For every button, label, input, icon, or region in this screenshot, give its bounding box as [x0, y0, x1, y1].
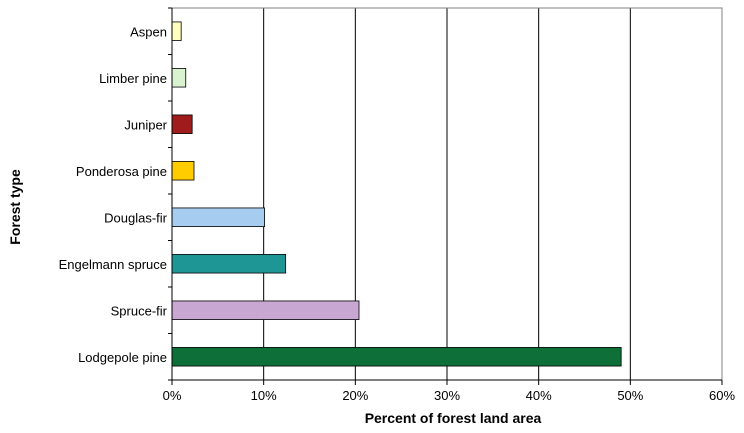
x-tick-label: 50% [617, 388, 643, 403]
x-tick-label: 10% [251, 388, 277, 403]
category-label: Spruce-fir [111, 303, 168, 318]
x-tick-label: 20% [342, 388, 368, 403]
bar [171, 21, 182, 41]
y-axis-title: Forest type [7, 169, 23, 245]
bars [171, 21, 622, 367]
x-axis-title: Percent of forest land area [365, 410, 542, 426]
category-label: Aspen [130, 24, 167, 39]
tick-labels: 0% 10% 20% 30% 40% 50% 60% [163, 388, 736, 403]
category-label: Lodgepole pine [78, 350, 167, 365]
axes [168, 7, 723, 385]
x-tick-label: 30% [434, 388, 460, 403]
category-labels: Aspen Limber pine Juniper Ponderosa pine Dou… [59, 24, 168, 365]
x-tick-label: 60% [709, 388, 735, 403]
bar [171, 300, 360, 320]
x-tick-label: 40% [526, 388, 552, 403]
grid-lines [263, 8, 723, 380]
bar [171, 207, 265, 227]
category-label: Engelmann spruce [59, 257, 167, 272]
bar [171, 68, 187, 88]
bar [171, 114, 193, 134]
category-label: Limber pine [99, 71, 167, 86]
category-label: Ponderosa pine [76, 164, 167, 179]
category-label: Douglas-fir [104, 210, 168, 225]
category-label: Juniper [124, 117, 167, 132]
bar [171, 347, 622, 367]
bar [171, 254, 287, 274]
x-tick-label: 0% [163, 388, 182, 403]
bar [171, 161, 195, 181]
